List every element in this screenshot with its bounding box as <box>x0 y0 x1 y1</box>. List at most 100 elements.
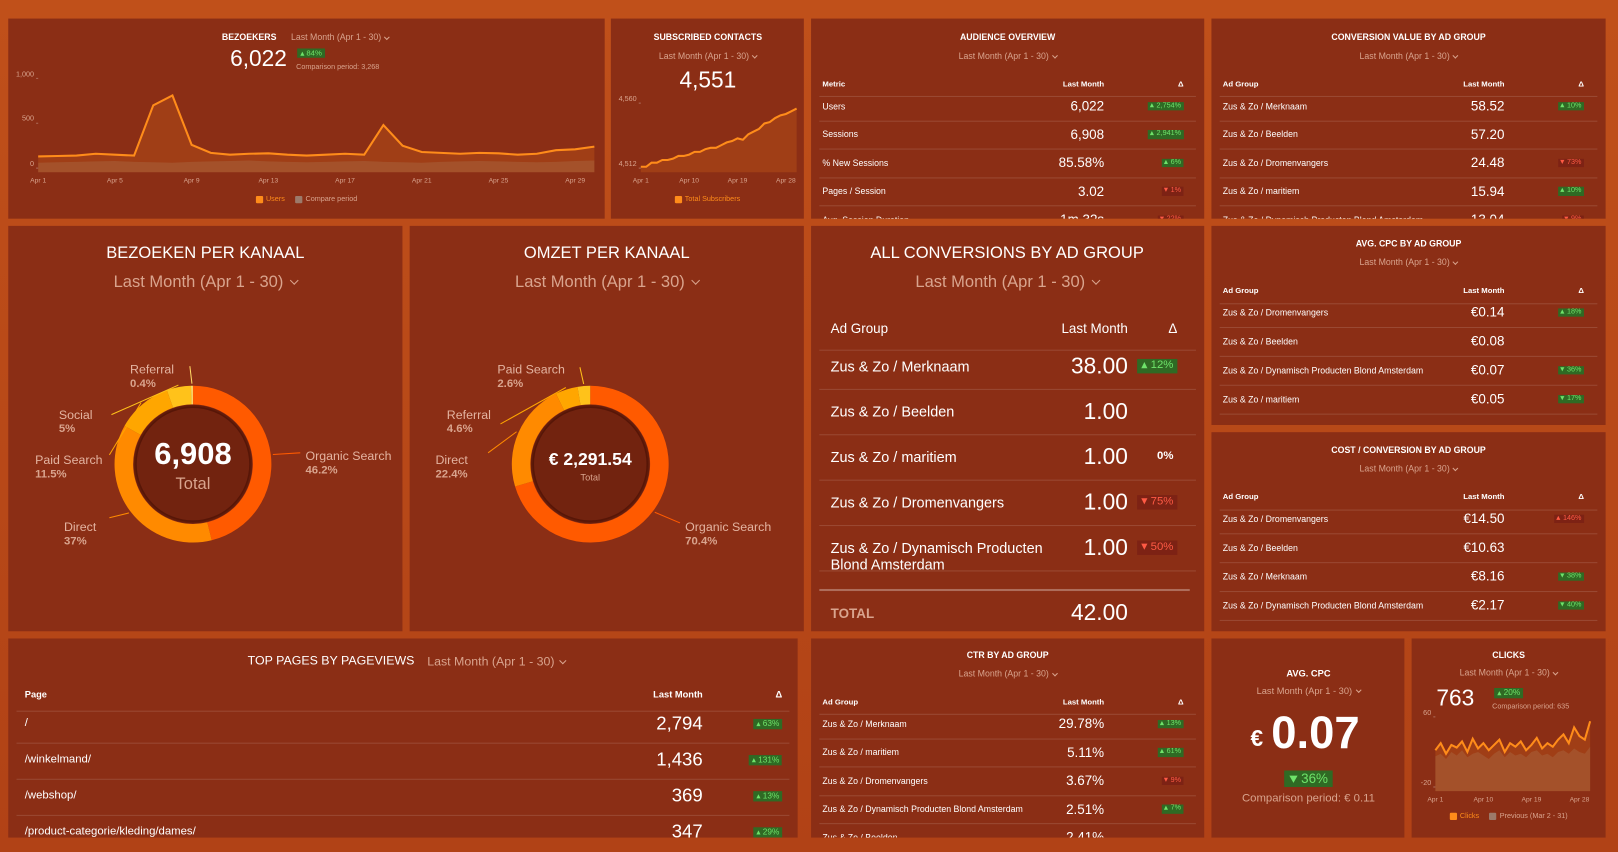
row-value: 38.00 <box>1071 352 1128 379</box>
slice-value: 22.4% <box>435 468 468 482</box>
row-value: 2.41% <box>1066 829 1105 838</box>
column-header: Δ <box>1578 491 1584 501</box>
row-separator <box>819 525 1196 527</box>
metric-value: 763 <box>1436 684 1475 711</box>
widget-title: BEZOEKERS <box>221 31 277 43</box>
row-label: Zus & Zo / Beelden <box>1222 542 1298 553</box>
leader-line <box>189 366 193 384</box>
period-dropdown[interactable]: Last Month (Apr 1 - 30) <box>427 654 565 669</box>
period-dropdown[interactable]: Last Month (Apr 1 - 30) <box>291 32 389 43</box>
change-badge: 61% <box>1157 748 1184 757</box>
period-dropdown[interactable]: Last Month (Apr 1 - 30) <box>915 273 1098 293</box>
change-badge: 146% <box>1554 514 1584 524</box>
slice-value: 0.4% <box>130 377 156 391</box>
line <box>1434 720 1592 756</box>
x-tick-label: Apr 28 <box>1569 796 1590 804</box>
y-tick-label: 500 <box>21 115 35 124</box>
widget-title: BEZOEKEN PER KANAAL <box>106 244 305 263</box>
period-dropdown[interactable]: Last Month (Apr 1 - 30) <box>959 50 1057 61</box>
slice-label: Referral <box>446 407 491 422</box>
change-text: 36% <box>1301 770 1329 787</box>
x-tick-label: Apr 5 <box>106 177 123 185</box>
row-label: Zus & Zo / Dynamisch Producten Blond Ams… <box>1222 365 1424 376</box>
comparison: Comparison period: 3,268 <box>296 63 380 71</box>
row-label: Zus & Zo / maritiem <box>1222 186 1300 197</box>
period-dropdown[interactable]: Last Month (Apr 1 - 30) <box>1460 667 1558 678</box>
column-header: Ad Group <box>830 320 889 337</box>
y-tick-label: 60 <box>1423 709 1432 717</box>
row-label: Zus & Zo / Dromenvangers <box>1222 307 1329 318</box>
change-text: 9% <box>1571 215 1581 218</box>
y-tick-label: 0 <box>30 160 35 168</box>
y-tick-label: 4,560 <box>618 95 637 103</box>
column-header: Ad Group <box>1222 285 1259 295</box>
change-text: 0% <box>1157 450 1174 463</box>
y-tick-label: -20 <box>1420 779 1432 787</box>
column-header: Last Month <box>1463 285 1505 295</box>
x-tick-label: Apr 1 <box>30 177 47 185</box>
widget-title: CLICKS <box>1492 649 1525 661</box>
period-dropdown[interactable]: Last Month (Apr 1 - 30) <box>1257 686 1361 697</box>
row-label: Zus & Zo / Beelden <box>830 402 955 420</box>
column-header: Metric <box>822 78 846 89</box>
row-separator <box>819 714 1196 716</box>
row-label: Zus & Zo / maritiem <box>822 747 899 758</box>
row-label: Zus & Zo / Beelden <box>1222 129 1298 140</box>
change-badge: 9% <box>1562 215 1584 219</box>
row-separator <box>1219 177 1598 179</box>
row-value: 58.52 <box>1470 98 1505 114</box>
row-label: Avg. Session Duration <box>822 214 909 218</box>
row-label: Zus & Zo / Merknaam <box>822 718 907 730</box>
legend-item: Compare period <box>295 195 357 205</box>
column-header: Ad Group <box>1222 491 1259 501</box>
period-dropdown[interactable]: Last Month (Apr 1 - 30) <box>515 273 698 293</box>
arrow <box>1160 216 1165 219</box>
legend-swatch <box>1449 812 1457 820</box>
widget-title: ALL CONVERSIONS BY AD GROUP <box>870 244 1144 263</box>
area <box>38 160 595 173</box>
period-dropdown[interactable]: Last Month (Apr 1 - 30) <box>1360 257 1458 268</box>
slice-value: 46.2% <box>305 464 338 477</box>
all-conversions-widget: ALL CONVERSIONS BY AD GROUP Last Month (A… <box>811 225 1205 632</box>
row-value: 6,022 <box>1070 98 1105 114</box>
arrow <box>1160 749 1165 754</box>
column-header: Last Month <box>653 688 703 699</box>
x-tick-label: Apr 10 <box>1473 796 1494 804</box>
audience-widget: AUDIENCE OVERVIEW Last Month (Apr 1 - 30)… <box>811 18 1205 219</box>
period-dropdown[interactable]: Last Month (Apr 1 - 30) <box>1360 463 1458 474</box>
period-dropdown[interactable]: Last Month (Apr 1 - 30) <box>659 50 757 61</box>
x-tick-label: Apr 29 <box>565 177 586 185</box>
column-header: Δ <box>1178 696 1184 707</box>
subscribed-widget: SUBSCRIBED CONTACTS Last Month (Apr 1 - 3… <box>610 18 804 219</box>
row-separator <box>1219 355 1598 357</box>
row-value: 5.11% <box>1067 744 1105 760</box>
arrow <box>1560 396 1565 401</box>
change-text: 73% <box>1566 158 1582 166</box>
ctr-widget: CTR BY AD GROUP Last Month (Apr 1 - 30) Ad… <box>811 638 1205 838</box>
change-badge: 40% <box>1558 601 1584 610</box>
period-dropdown[interactable]: Last Month (Apr 1 - 30) <box>1360 50 1458 61</box>
change-text: 75% <box>1150 495 1174 508</box>
change-text: 6% <box>1170 158 1182 166</box>
period-dropdown[interactable]: Last Month (Apr 1 - 30) <box>959 668 1057 679</box>
row-separator <box>819 148 1196 150</box>
row-value: €2.17 <box>1470 597 1505 613</box>
legend-item: Previous (Mar 2 - 31) <box>1489 812 1568 822</box>
legend-item: Clicks <box>1449 812 1480 822</box>
column-header: Ad Group <box>822 696 859 707</box>
metric-value: 4,551 <box>679 66 737 93</box>
change-badge: 12% <box>1137 359 1178 373</box>
row-value: 85.58% <box>1058 154 1105 171</box>
row-separator <box>1219 562 1598 564</box>
change-text: 50% <box>1150 540 1174 554</box>
change-badge: 20% <box>1494 687 1524 698</box>
leader-line <box>500 387 567 425</box>
arrow <box>1150 103 1155 108</box>
change-text: 146% <box>1562 514 1582 522</box>
legend-label: Clicks <box>1459 812 1480 821</box>
period-dropdown[interactable]: Last Month (Apr 1 - 30) <box>114 273 297 293</box>
comparison: Comparison period: € 0.11 <box>1241 792 1375 805</box>
row-separator <box>819 349 1196 351</box>
donut-total-label: Total <box>580 471 601 483</box>
x-tick-label: Apr 28 <box>775 177 796 185</box>
